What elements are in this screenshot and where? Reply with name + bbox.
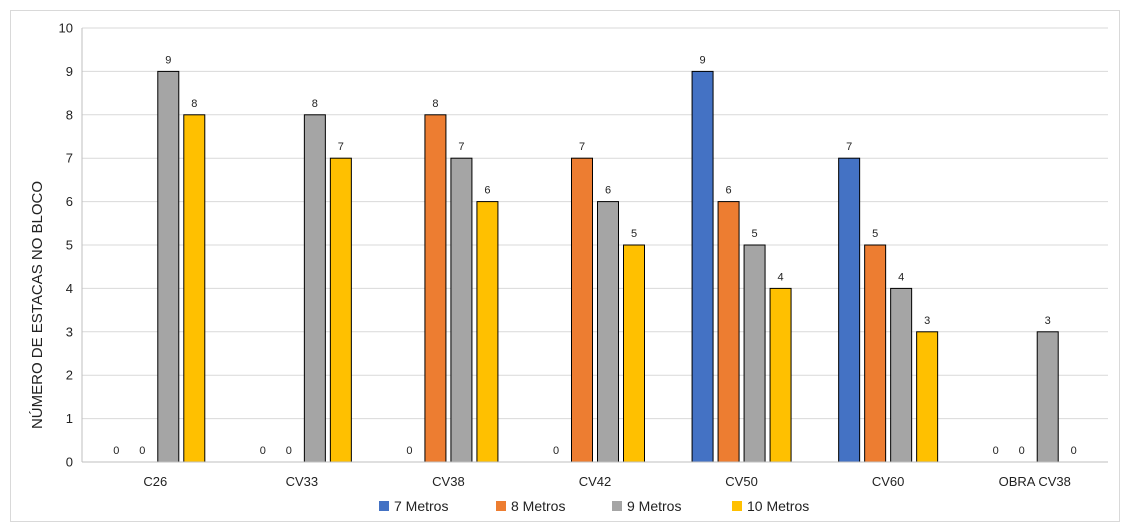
data-label: 0 bbox=[1071, 445, 1077, 457]
bar bbox=[183, 114, 206, 463]
y-tick-label: 7 bbox=[66, 151, 73, 166]
data-label: 9 bbox=[700, 54, 706, 66]
legend-swatch bbox=[379, 501, 389, 511]
bar bbox=[476, 201, 499, 463]
data-label: 6 bbox=[726, 185, 732, 197]
data-label: 0 bbox=[993, 445, 999, 457]
gridlines bbox=[82, 27, 1108, 420]
legend-label: 10 Metros bbox=[747, 498, 809, 514]
data-labels: 0 0 9 8 0 0 8 7 0 8 7 6 0 7 6 5 9 6 5 4 7 5 4 3 0 0 3 0 bbox=[113, 54, 1077, 457]
x-category-label: CV60 bbox=[872, 474, 905, 489]
data-label: 3 bbox=[1045, 315, 1051, 327]
data-label: 5 bbox=[752, 228, 758, 240]
y-tick-label: 6 bbox=[66, 194, 73, 209]
x-category-label: CV33 bbox=[286, 474, 319, 489]
x-category-label: C26 bbox=[143, 474, 167, 489]
bars bbox=[157, 70, 1059, 463]
bar bbox=[571, 157, 593, 463]
bar bbox=[1036, 331, 1059, 463]
legend-label: 8 Metros bbox=[511, 498, 565, 514]
bar bbox=[597, 201, 619, 463]
bar bbox=[916, 331, 939, 463]
bar bbox=[623, 244, 645, 463]
bar bbox=[717, 201, 740, 463]
bar bbox=[864, 244, 887, 463]
y-tick-label: 1 bbox=[66, 411, 73, 426]
x-category-label: CV50 bbox=[725, 474, 758, 489]
x-category-label: CV38 bbox=[432, 474, 465, 489]
legend-swatch bbox=[732, 501, 742, 511]
data-label: 0 bbox=[113, 445, 119, 457]
y-tick-label: 9 bbox=[66, 64, 73, 79]
legend-swatch bbox=[612, 501, 622, 511]
chart-frame bbox=[10, 10, 1120, 522]
data-label: 3 bbox=[924, 315, 930, 327]
data-label: 4 bbox=[898, 271, 904, 283]
data-label: 7 bbox=[579, 141, 585, 153]
legend-swatch bbox=[496, 501, 506, 511]
legend-label: 9 Metros bbox=[627, 498, 681, 514]
data-label: 0 bbox=[553, 445, 559, 457]
bar bbox=[303, 114, 326, 463]
bar bbox=[769, 287, 792, 463]
x-category-label: CV42 bbox=[579, 474, 612, 489]
bar bbox=[743, 244, 766, 463]
data-label: 0 bbox=[406, 445, 412, 457]
data-label: 6 bbox=[605, 185, 611, 197]
data-label: 6 bbox=[484, 185, 490, 197]
bar bbox=[450, 157, 473, 463]
data-label: 5 bbox=[631, 228, 637, 240]
data-label: 8 bbox=[432, 98, 438, 110]
legend: 7 Metros 8 Metros 9 Metros 10 Metros bbox=[379, 498, 809, 514]
y-axis-title: NÚMERO DE ESTACAS NO BLOCO bbox=[29, 181, 46, 429]
data-label: 4 bbox=[778, 271, 784, 283]
y-tick-label: 0 bbox=[66, 455, 73, 470]
y-tick-label: 5 bbox=[66, 238, 73, 253]
data-label: 7 bbox=[846, 141, 852, 153]
y-tick-label: 4 bbox=[66, 281, 73, 296]
y-tick-label: 10 bbox=[59, 21, 73, 36]
data-label: 0 bbox=[260, 445, 266, 457]
data-label: 0 bbox=[286, 445, 292, 457]
data-label: 0 bbox=[139, 445, 145, 457]
bar bbox=[691, 70, 714, 463]
data-label: 5 bbox=[872, 228, 878, 240]
x-category-label: OBRA CV38 bbox=[999, 474, 1071, 489]
data-label: 8 bbox=[191, 98, 197, 110]
data-label: 7 bbox=[458, 141, 464, 153]
bar bbox=[424, 114, 447, 463]
y-tick-label: 3 bbox=[66, 324, 73, 339]
bar bbox=[157, 70, 180, 463]
y-tick-label: 8 bbox=[66, 107, 73, 122]
axes: 0 1 2 3 4 5 6 7 8 9 10 C26 CV33 CV38 CV42 CV50 CV60 OBRA … bbox=[59, 21, 1108, 489]
y-tick-label: 2 bbox=[66, 368, 73, 383]
data-label: 9 bbox=[165, 54, 171, 66]
legend-label: 7 Metros bbox=[394, 498, 448, 514]
bar bbox=[838, 157, 861, 463]
data-label: 8 bbox=[312, 98, 318, 110]
data-label: 7 bbox=[338, 141, 344, 153]
bar bbox=[329, 157, 352, 463]
bar bbox=[890, 287, 913, 463]
data-label: 0 bbox=[1019, 445, 1025, 457]
